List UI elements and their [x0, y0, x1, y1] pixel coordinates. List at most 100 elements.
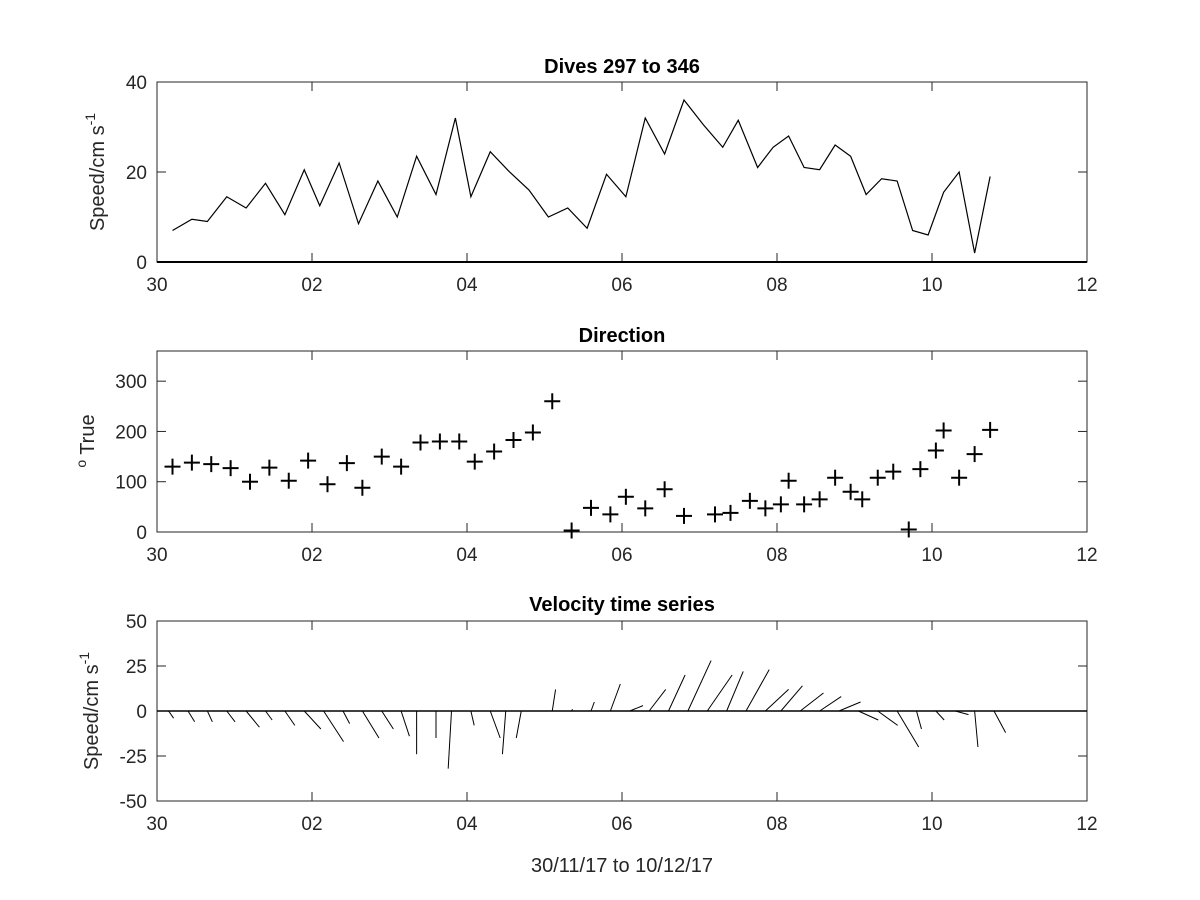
velocity-ytick-label: -50 [120, 792, 147, 813]
direction-ytick-label: 0 [136, 523, 147, 544]
velocity-stick [668, 674, 686, 712]
velocity-data [157, 660, 1087, 769]
velocity-stick [226, 710, 236, 723]
velocity-stick [515, 710, 522, 739]
direction-xtick-label: 02 [301, 545, 322, 566]
direction-marker [854, 491, 871, 508]
velocity-stick [993, 710, 1007, 733]
direction-marker [722, 504, 739, 521]
direction-marker [707, 506, 723, 523]
direction-xtick-label: 10 [921, 545, 942, 566]
speed-ylabel: Speed/cm s-1 [82, 113, 109, 231]
velocity-ytick-label: 0 [136, 702, 147, 723]
direction-ylabel: oTrue [73, 414, 99, 467]
velocity-stick [687, 660, 712, 712]
velocity-stick [726, 671, 744, 712]
speed-data [157, 98, 1087, 263]
direction-marker [617, 488, 634, 505]
velocity-xtick-label: 06 [611, 814, 632, 835]
speed-panel: Dives 297 to 346 Speed/cm s-1 30 02 04 06 08… [82, 56, 1098, 296]
velocity-stick [571, 708, 573, 712]
velocity-ytick-label: -25 [120, 747, 147, 768]
direction-marker [431, 433, 448, 450]
direction-marker [827, 469, 844, 486]
velocity-stick [342, 710, 351, 724]
velocity-stick [935, 710, 945, 721]
direction-marker [583, 499, 599, 516]
speed-xtick-label: 10 [921, 275, 942, 296]
direction-marker [912, 461, 929, 478]
direction-marker [757, 500, 774, 517]
direction-marker [966, 446, 983, 463]
direction-marker [393, 458, 410, 475]
direction-marker [741, 492, 758, 509]
direction-data [164, 393, 999, 539]
direction-xtick-label: 08 [766, 545, 787, 566]
velocity-stick [838, 701, 861, 712]
direction-marker [164, 458, 181, 475]
velocity-xtick-label: 02 [301, 814, 322, 835]
direction-marker [772, 496, 789, 513]
velocity-title: Velocity time series [529, 594, 715, 616]
direction-xtick-label: 06 [611, 545, 632, 566]
velocity-xtick-label: 08 [766, 814, 787, 835]
velocity-xtick-label: 10 [921, 814, 942, 835]
velocity-stick [551, 689, 557, 712]
velocity-stick [858, 710, 879, 721]
direction-marker [242, 473, 258, 490]
direction-xtick-label: 12 [1076, 545, 1097, 566]
velocity-stick [168, 710, 175, 719]
direction-marker [505, 431, 522, 448]
direction-title: Direction [579, 325, 666, 347]
velocity-stick [896, 710, 920, 748]
direction-marker [811, 491, 828, 508]
velocity-stick [245, 710, 260, 728]
speed-xtick-label: 30 [146, 275, 167, 296]
velocity-stick [706, 674, 733, 712]
speed-ytick-label: 20 [126, 163, 147, 184]
direction-marker [524, 424, 541, 441]
direction-ytick-label: 100 [115, 473, 147, 494]
velocity-stick [590, 701, 595, 712]
velocity-stick [489, 710, 501, 739]
direction-marker [451, 433, 468, 450]
speed-xtick-label: 08 [766, 275, 787, 296]
speed-ytick-label: 0 [136, 253, 147, 274]
direction-marker [676, 507, 692, 524]
direction-marker [885, 463, 902, 480]
velocity-stick [799, 692, 824, 712]
velocity-stick [400, 710, 410, 737]
direction-marker [183, 454, 200, 471]
direction-ticks: 30 02 04 06 08 10 12 0 100 200 300 [115, 351, 1098, 566]
velocity-stick [470, 710, 475, 726]
speed-ticks: 30 02 04 06 08 10 12 0 20 40 [126, 73, 1098, 296]
direction-marker [563, 522, 580, 539]
velocity-stick [361, 710, 380, 739]
direction-marker [796, 496, 813, 513]
direction-marker [203, 456, 220, 473]
direction-marker [354, 479, 371, 496]
velocity-stick [284, 710, 296, 726]
velocity-stick [265, 710, 273, 721]
velocity-stick [819, 696, 842, 712]
velocity-stick [501, 710, 507, 755]
direction-marker [869, 469, 886, 486]
direction-marker [982, 421, 999, 438]
velocity-ytick-label: 50 [126, 612, 147, 633]
direction-marker [637, 500, 654, 517]
direction-marker [319, 476, 336, 493]
direction-marker [412, 434, 429, 451]
speed-xtick-label: 06 [611, 275, 632, 296]
velocity-stick [745, 669, 770, 712]
velocity-stick [629, 705, 644, 712]
direction-marker [951, 469, 968, 486]
velocity-stick [916, 710, 922, 730]
direction-marker [338, 455, 355, 472]
direction-marker [466, 453, 483, 470]
velocity-stick [877, 710, 898, 726]
velocity-stick [381, 710, 394, 730]
direction-marker [373, 448, 390, 465]
velocity-stick [323, 710, 344, 742]
direction-marker [927, 442, 944, 459]
